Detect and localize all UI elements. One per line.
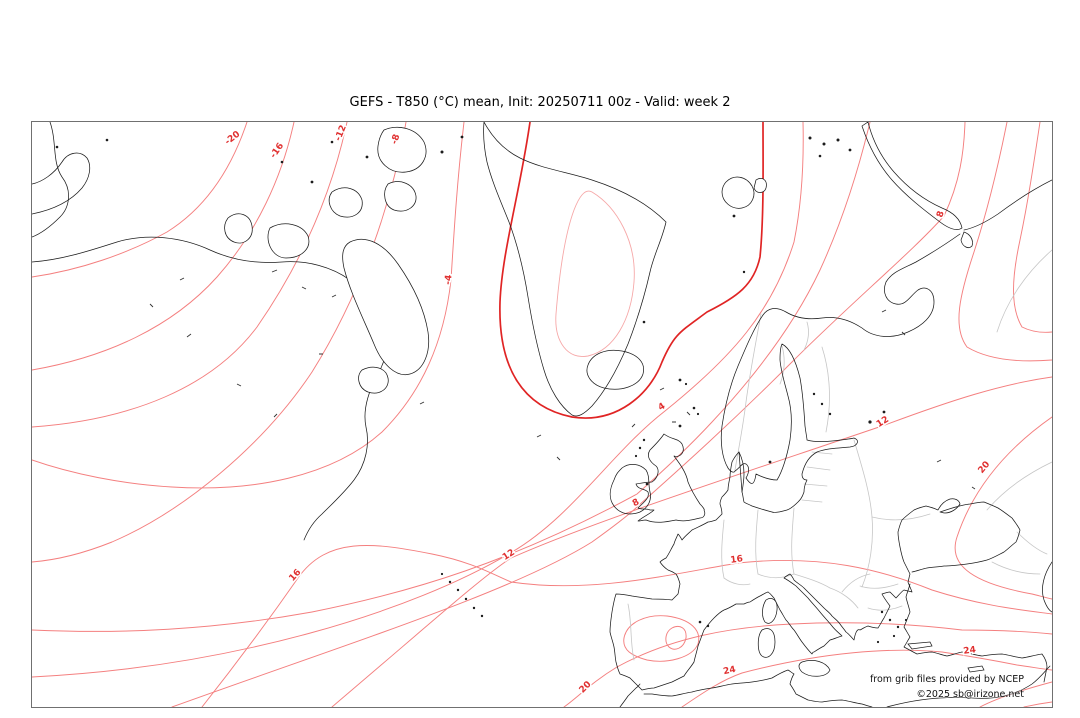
attribution-copyright: ©2025 sb@irizone.net [916, 689, 1024, 700]
contour-label: 8 [631, 497, 641, 509]
contour-label: 4 [657, 401, 668, 413]
contour-label: -8 [390, 133, 403, 146]
contour-label: 16 [730, 554, 744, 566]
contour-label: -4 [444, 274, 455, 285]
contour-label: 16 [288, 568, 304, 584]
contours-layer [32, 122, 1052, 707]
contour-label: 20 [578, 680, 594, 696]
contour-label: 24 [963, 645, 977, 657]
contour-label: 24 [722, 665, 736, 677]
borders-layer [627, 249, 1052, 661]
map-frame: -20 -16 -12 -8 -4 4 8 8 12 12 16 16 20 20 24 24 from gr… [31, 121, 1053, 708]
islets [55, 135, 908, 644]
map-title: GEFS - T850 (°C) mean, Init: 20250711 00… [349, 95, 731, 110]
rock-marks [149, 269, 976, 490]
contour-label: -16 [269, 141, 287, 160]
contour-label: 8 [935, 210, 946, 219]
contour-label: -12 [333, 124, 348, 143]
contour-label: -20 [223, 129, 242, 147]
contour-label: 20 [977, 460, 993, 476]
attribution-source: from grib files provided by NCEP [869, 674, 1024, 685]
coastlines-layer [32, 122, 1052, 707]
